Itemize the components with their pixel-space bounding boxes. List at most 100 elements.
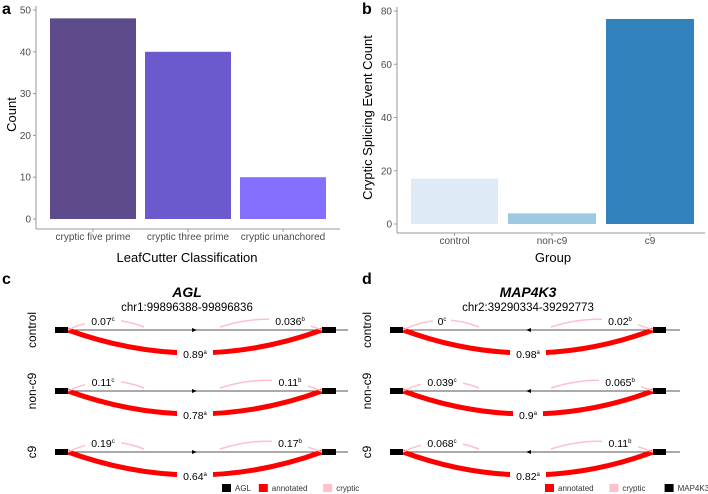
y-tick-label: 40: [20, 47, 32, 58]
exon-right: [653, 388, 666, 394]
y-axis-title: Count: [4, 97, 19, 132]
strand-arrow-icon: [526, 389, 531, 393]
significance-letter: a: [204, 350, 208, 356]
exon-left: [390, 449, 403, 455]
track-control: control 0.07c 0.036b 0.89a: [25, 312, 348, 361]
annotated-label-bg: [177, 409, 213, 422]
legend-swatch: [545, 484, 554, 492]
exon-right: [653, 449, 666, 455]
cryptic-left-label-bg: [433, 315, 451, 328]
significance-letter: c: [111, 378, 114, 384]
junction-value: 0.9: [519, 410, 534, 422]
significance-letter: c: [454, 378, 457, 384]
cryptic-right-label: 0.02b: [608, 316, 632, 328]
legend-label: MAP4K3: [678, 484, 708, 493]
junction-value: 0.82: [516, 471, 537, 483]
annotated-label: 0.78a: [183, 410, 207, 422]
cryptic-left-label-bg: [85, 315, 121, 328]
legend-label: cryptic: [336, 484, 359, 493]
exon-left: [55, 327, 68, 333]
significance-letter: b: [629, 317, 633, 323]
annotated-label-bg: [510, 348, 546, 361]
significance-letter: b: [301, 317, 305, 323]
group-label: c9: [25, 445, 39, 458]
junction-value: 0.19: [91, 438, 112, 450]
annotated-label-bg: [510, 470, 546, 483]
annotated-label: 0.9a: [519, 410, 538, 422]
junction-value: 0.02: [608, 316, 629, 328]
cryptic-left-label: 0.068c: [427, 438, 456, 450]
legend-swatch: [323, 484, 333, 492]
x-tick-label: cryptic five prime: [55, 232, 130, 243]
cryptic-left-label: 0.11c: [92, 377, 115, 389]
annotated-label: 0.98a: [516, 349, 540, 361]
cryptic-right-label: 0.11b: [278, 377, 302, 389]
junction-value: 0.068: [427, 438, 453, 450]
annotated-label: 0.82a: [516, 471, 540, 483]
panel-label: c: [2, 271, 11, 288]
cryptic-left-label-bg: [85, 376, 121, 389]
y-tick-label: 20: [381, 166, 393, 177]
junction-value: 0.11: [278, 377, 298, 389]
junction-value: 0.11: [92, 377, 112, 389]
junction-value: 0: [438, 316, 444, 328]
legend-label: cryptic: [622, 484, 645, 493]
significance-letter: a: [537, 472, 541, 478]
x-axis-title: LeafCutter Classification: [117, 250, 258, 265]
y-tick-label: 10: [20, 173, 32, 184]
cryptic-right-label-bg: [272, 376, 308, 389]
legend-swatch: [258, 484, 268, 492]
bar-control: [411, 178, 498, 224]
significance-letter: a: [204, 472, 208, 478]
x-tick-label: c9: [645, 236, 656, 247]
legend-label: AGL: [235, 484, 252, 493]
significance-letter: b: [628, 439, 632, 445]
legend-swatch: [222, 484, 231, 492]
junction-value: 0.17: [278, 438, 299, 450]
x-tick-label: cryptic three prime: [147, 232, 230, 243]
cryptic-right-label-bg: [602, 437, 638, 450]
cryptic-left-label: 0.19c: [91, 438, 114, 450]
y-tick-label: 0: [386, 220, 392, 231]
group-label: control: [360, 312, 374, 348]
cryptic-left-label: 0.039c: [427, 377, 456, 389]
y-tick-label: 40: [381, 113, 393, 124]
y-axis-title: Cryptic Splicing Event Count: [360, 35, 375, 200]
track-control: control 0c 0.02b 0.98a: [360, 312, 680, 361]
exon-right: [322, 449, 336, 455]
junction-value: 0.065: [605, 377, 631, 389]
annotated-label: 0.64a: [183, 471, 207, 483]
junction-value: 0.07: [91, 316, 112, 328]
significance-letter: c: [443, 317, 446, 323]
significance-letter: b: [631, 378, 635, 384]
bar-c9: [606, 18, 694, 224]
panel-label: a: [2, 1, 11, 18]
track-c9: c9 0.19c 0.17b 0.64a: [25, 437, 348, 483]
junction-value: 0.89: [183, 349, 204, 361]
bar-chart-b: b 0 20 40 60 80 control non-c9 c9 Group Cryptic Sp…: [360, 1, 705, 265]
junction-value: 0.039: [427, 377, 453, 389]
legend: AGL annotated cryptic: [222, 484, 359, 493]
x-axis-title: Group: [535, 250, 571, 265]
group-label: non-c9: [25, 372, 39, 409]
cryptic-right-label: 0.17b: [278, 438, 302, 450]
strand-arrow-icon: [192, 389, 197, 393]
significance-letter: b: [299, 439, 303, 445]
legend: annotated cryptic MAP4K3: [545, 484, 708, 493]
y-tick-label: 60: [381, 60, 393, 71]
legend-swatch: [664, 484, 674, 492]
exon-right: [322, 327, 336, 333]
x-tick-label: cryptic unanchored: [241, 232, 326, 243]
strand-arrow-icon: [526, 328, 531, 332]
annotated-label-bg: [177, 470, 213, 483]
cryptic-left-label-bg: [421, 437, 463, 450]
y-tick-label: 30: [20, 89, 32, 100]
annotated-label: 0.89a: [183, 349, 207, 361]
y-tick-label: 20: [20, 131, 32, 142]
group-label: c9: [360, 445, 374, 458]
junction-value: 0.64: [183, 471, 204, 483]
exon-right: [653, 327, 666, 333]
significance-letter: a: [537, 350, 541, 356]
